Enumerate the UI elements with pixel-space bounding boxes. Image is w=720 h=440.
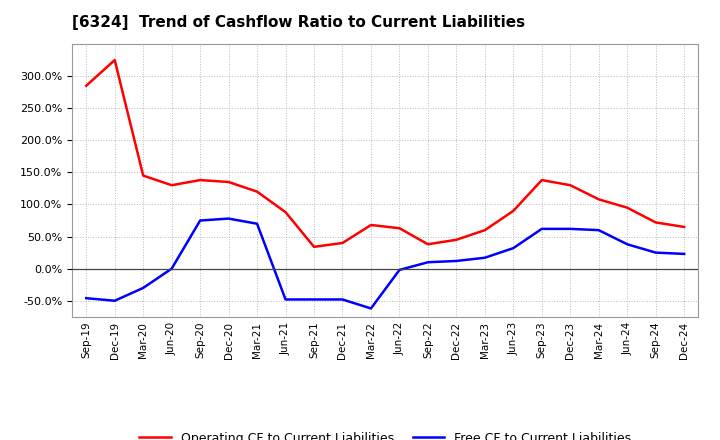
Operating CF to Current Liabilities (338, 240, 347, 246)
Operating CF to Current Liabilities (480, 227, 489, 233)
Line: Free CF to Current Liabilities: Free CF to Current Liabilities (86, 219, 684, 308)
Free CF to Current Liabilities (139, 285, 148, 290)
Operating CF to Current Liabilities (537, 177, 546, 183)
Operating CF to Current Liabilities (310, 244, 318, 249)
Operating CF to Current Liabilities (253, 189, 261, 194)
Free CF to Current Liabilities (595, 227, 603, 233)
Free CF to Current Liabilities (652, 250, 660, 255)
Operating CF to Current Liabilities (282, 209, 290, 215)
Operating CF to Current Liabilities (566, 183, 575, 188)
Free CF to Current Liabilities (423, 260, 432, 265)
Free CF to Current Liabilities (480, 255, 489, 260)
Legend: Operating CF to Current Liabilities, Free CF to Current Liabilities: Operating CF to Current Liabilities, Fre… (135, 427, 636, 440)
Text: [6324]  Trend of Cashflow Ratio to Current Liabilities: [6324] Trend of Cashflow Ratio to Curren… (72, 15, 525, 30)
Free CF to Current Liabilities (196, 218, 204, 223)
Operating CF to Current Liabilities (623, 205, 631, 210)
Line: Operating CF to Current Liabilities: Operating CF to Current Liabilities (86, 60, 684, 247)
Operating CF to Current Liabilities (225, 180, 233, 185)
Operating CF to Current Liabilities (680, 224, 688, 230)
Free CF to Current Liabilities (623, 242, 631, 247)
Free CF to Current Liabilities (225, 216, 233, 221)
Free CF to Current Liabilities (395, 268, 404, 273)
Free CF to Current Liabilities (509, 246, 518, 251)
Operating CF to Current Liabilities (652, 220, 660, 225)
Free CF to Current Liabilities (82, 296, 91, 301)
Operating CF to Current Liabilities (366, 222, 375, 227)
Operating CF to Current Liabilities (395, 226, 404, 231)
Operating CF to Current Liabilities (423, 242, 432, 247)
Free CF to Current Liabilities (110, 298, 119, 304)
Free CF to Current Liabilities (167, 266, 176, 271)
Operating CF to Current Liabilities (452, 237, 461, 242)
Operating CF to Current Liabilities (139, 173, 148, 178)
Operating CF to Current Liabilities (595, 197, 603, 202)
Free CF to Current Liabilities (366, 306, 375, 311)
Free CF to Current Liabilities (566, 226, 575, 231)
Free CF to Current Liabilities (310, 297, 318, 302)
Operating CF to Current Liabilities (110, 57, 119, 62)
Operating CF to Current Liabilities (82, 83, 91, 88)
Free CF to Current Liabilities (338, 297, 347, 302)
Free CF to Current Liabilities (253, 221, 261, 226)
Operating CF to Current Liabilities (509, 208, 518, 213)
Operating CF to Current Liabilities (196, 177, 204, 183)
Free CF to Current Liabilities (452, 258, 461, 264)
Free CF to Current Liabilities (282, 297, 290, 302)
Free CF to Current Liabilities (680, 251, 688, 257)
Operating CF to Current Liabilities (167, 183, 176, 188)
Free CF to Current Liabilities (537, 226, 546, 231)
